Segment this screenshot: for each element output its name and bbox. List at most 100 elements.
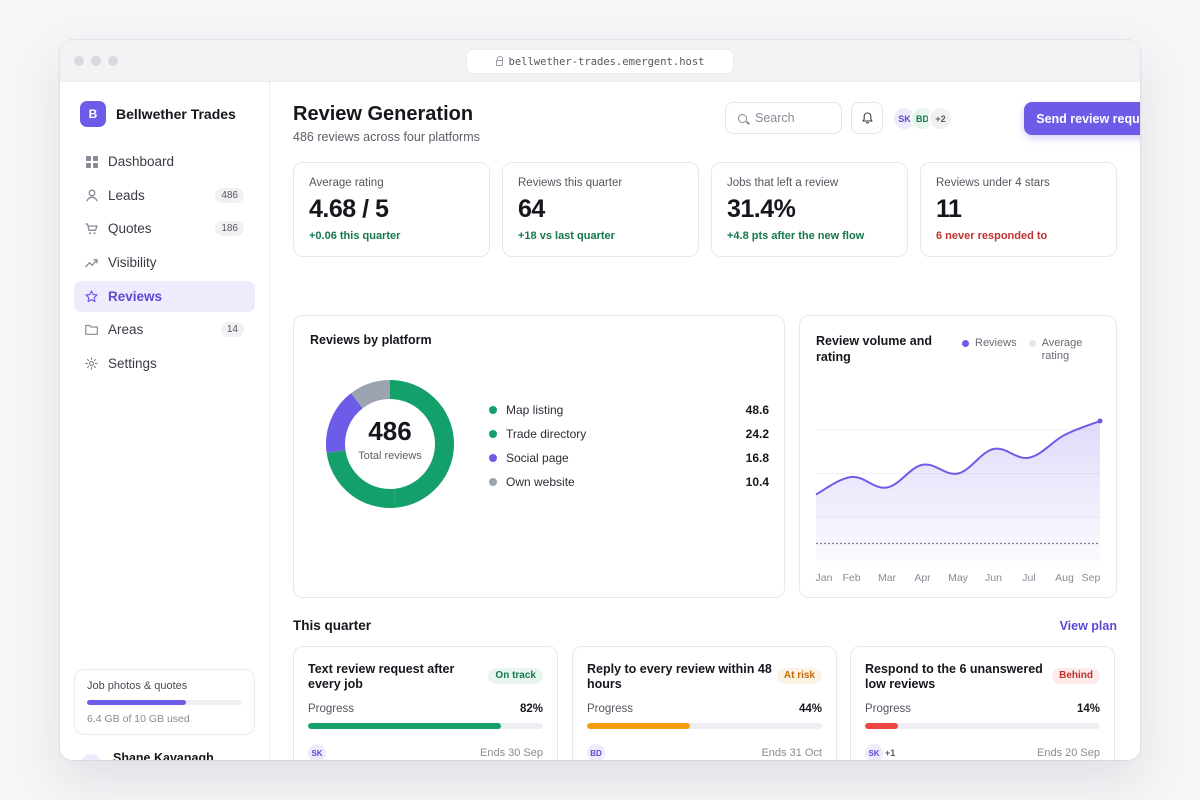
progress-bar	[587, 723, 822, 729]
kpi-delta: +18 vs last quarter	[518, 230, 615, 242]
legend-swatch	[962, 339, 969, 347]
progress-label: Progress	[308, 703, 355, 715]
section-title: This quarter	[293, 618, 372, 633]
goal-end-date: Ends 20 Sep	[1037, 747, 1100, 759]
kpi-label: Average rating	[309, 177, 384, 189]
storage-card[interactable]: Job photos & quotes 6.4 GB of 10 GB used	[74, 669, 255, 735]
sidebar-item-label: Leads	[108, 187, 145, 203]
storage-bar-fill	[87, 700, 187, 705]
sidebar-item-label: Areas	[108, 322, 144, 338]
x-tick-label: Sep	[1082, 572, 1101, 584]
sidebar-item-areas[interactable]: Areas 14	[74, 314, 255, 345]
legend-label: Map listing	[506, 403, 564, 417]
bell-icon	[861, 112, 873, 124]
window-close-dot[interactable]	[74, 56, 84, 66]
sidebar-item-settings[interactable]: Settings	[74, 348, 255, 379]
sidebar-item-label: Reviews	[108, 288, 163, 304]
reviews-area	[816, 421, 1100, 561]
sidebar-item-quotes[interactable]: Quotes 186	[74, 213, 255, 244]
platform-chart-title: Reviews by platform	[310, 333, 432, 347]
legend-label: Reviews	[975, 337, 1017, 349]
x-tick-label: Jul	[1022, 572, 1035, 584]
user-profile[interactable]: SK Shane Kavanagh Owner	[80, 751, 214, 760]
kpi-delta: 6 never responded to	[936, 230, 1048, 242]
sidebar-item-visibility[interactable]: Visibility	[74, 247, 255, 278]
search-icon	[738, 113, 747, 123]
goal-footer: SK Ends 30 Sep	[308, 744, 543, 760]
x-tick-label: Jun	[985, 572, 1002, 584]
sidebar-item-leads[interactable]: Leads 486	[74, 180, 255, 211]
window-zoom-dot[interactable]	[108, 56, 118, 66]
search-input[interactable]: Search	[725, 102, 842, 134]
goal-card[interactable]: Respond to the 6 unanswered low reviews …	[850, 646, 1115, 760]
view-plan-link[interactable]: View plan	[1059, 619, 1117, 633]
volume-area-chart: Jan Feb Mar Apr May Jun Jul Aug Sep	[815, 418, 1103, 584]
browser-window: bellwether-trades.emergent.host B Bellwe…	[60, 40, 1140, 760]
sidebar-item-label: Quotes	[108, 221, 152, 237]
address-bar[interactable]: bellwether-trades.emergent.host	[467, 50, 733, 73]
page-title: Review Generation	[293, 103, 474, 125]
legend-label: Social page	[506, 451, 569, 465]
kpi-average-rating: Average rating 4.68 / 5 +0.06 this quart…	[293, 162, 490, 257]
donut-center: 486 Total reviews	[320, 416, 460, 462]
kpi-delta: +4.8 pts after the new flow	[727, 230, 865, 242]
reviews-line	[815, 420, 1101, 496]
more-owners-count: +1	[885, 748, 896, 758]
volume-legend: Reviews Average rating	[962, 337, 1090, 363]
goal-title: Respond to the 6 unanswered low reviews	[865, 662, 1043, 691]
search-placeholder: Search	[755, 111, 795, 125]
page-subtitle: 486 reviews across four platforms	[293, 130, 480, 144]
kpi-value: 64	[518, 195, 545, 223]
trend-icon	[85, 256, 98, 269]
window-minimize-dot[interactable]	[91, 56, 101, 66]
avatar: SK	[865, 744, 883, 760]
legend-item: Trade directory 24.2	[489, 422, 769, 446]
send-review-requests-button[interactable]: Send review requests	[1024, 102, 1140, 135]
legend-label: Own website	[506, 475, 575, 489]
storage-title: Job photos & quotes	[87, 680, 188, 692]
legend-swatch	[489, 454, 497, 462]
sidebar-item-count: 486	[215, 187, 244, 203]
kpi-row: Average rating 4.68 / 5 +0.06 this quart…	[293, 162, 1117, 257]
sidebar-item-label: Dashboard	[108, 154, 175, 169]
notifications-button[interactable]	[851, 102, 883, 134]
platform-legend: Map listing 48.6 Trade directory 24.2 So…	[489, 398, 769, 494]
reviews-last-point	[1097, 418, 1103, 424]
sidebar-item-label: Settings	[108, 356, 157, 372]
avatar: BD	[587, 744, 605, 760]
goal-progress-row: Progress 44%	[587, 703, 822, 715]
goal-progress-row: Progress 14%	[865, 703, 1100, 715]
platform-donut-chart	[326, 380, 454, 508]
sidebar-item-reviews[interactable]: Reviews	[74, 280, 255, 312]
kpi-label: Reviews under 4 stars	[936, 177, 1050, 189]
sidebar-item-dashboard[interactable]: Dashboard	[74, 146, 255, 177]
goal-end-date: Ends 30 Sep	[480, 747, 543, 759]
goal-footer: SK +1 Ends 20 Sep	[865, 744, 1100, 760]
goal-progress-row: Progress 82%	[308, 703, 543, 715]
progress-percent: 82%	[519, 703, 543, 715]
progress-bar-fill	[587, 723, 691, 729]
goal-card[interactable]: Reply to every review within 48 hours At…	[572, 646, 837, 760]
brand-logo: B	[80, 101, 106, 127]
donut-center-label: Total reviews	[358, 450, 422, 462]
donut-slice-social-page	[326, 393, 363, 453]
avatar-more-count: +2	[930, 108, 951, 129]
donut-center-value: 486	[368, 416, 412, 446]
legend-value: 16.8	[745, 451, 769, 465]
brand[interactable]: B Bellwether Trades	[80, 101, 236, 127]
goal-card[interactable]: Text review request after every job On t…	[293, 646, 558, 760]
donut-slice-trade-directory	[326, 449, 396, 508]
sidebar-nav: Dashboard Leads 486 Quotes 186	[74, 146, 255, 382]
progress-percent: 44%	[798, 703, 822, 715]
legend-item: Reviews	[962, 337, 1017, 349]
kpi-value: 11	[936, 195, 962, 223]
status-badge: Behind	[1052, 668, 1100, 684]
storage-bar	[87, 700, 242, 705]
kpi-value: 31.4%	[727, 195, 796, 223]
team-avatars[interactable]: SK BD +2	[894, 108, 951, 129]
storage-used: 6.4 GB of 10 GB used	[87, 713, 190, 725]
x-tick-label: Apr	[914, 572, 931, 584]
brand-name: Bellwether Trades	[116, 106, 236, 122]
kpi-review-rate: Jobs that left a review 31.4% +4.8 pts a…	[711, 162, 908, 257]
avatar: BD	[912, 108, 933, 129]
